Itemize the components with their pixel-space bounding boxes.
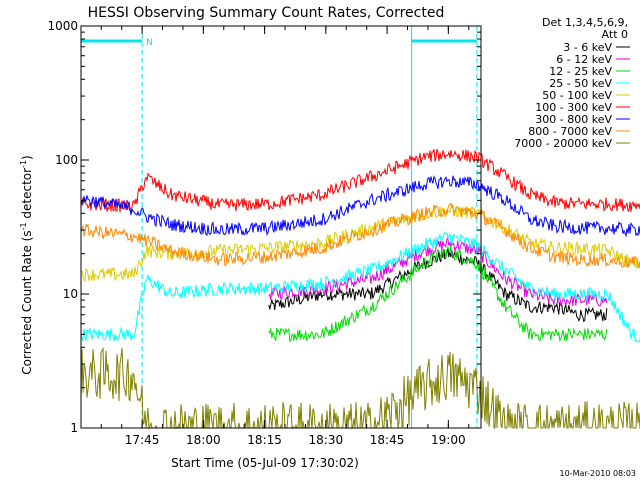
x-tick-label: 19:00 [431, 433, 466, 447]
legend-title-line-1: Det 1,3,4,5,6,9, [542, 16, 628, 29]
series-line-12-25-kev [268, 245, 608, 343]
footer-date: 10-Mar-2010 08:03 [560, 469, 637, 478]
x-axis-label: Start Time (05-Jul-09 17:30:02) [171, 456, 359, 470]
legend-label-25-50-kev: 25 - 50 keV [549, 77, 612, 90]
series-line-300-800-kev [80, 175, 640, 238]
legend-label-7000-20000-kev: 7000 - 20000 keV [514, 137, 612, 150]
y-tick-label: 10 [63, 287, 78, 301]
legend-label-50-100-kev: 50 - 100 keV [542, 89, 612, 102]
series-group [80, 148, 640, 430]
legend-label-12-25-kev: 12 - 25 keV [549, 65, 612, 78]
x-tick-label: 18:15 [247, 433, 282, 447]
y-tick-label: 1 [70, 421, 78, 435]
chart-title: HESSI Observing Summary Count Rates, Cor… [88, 5, 445, 21]
legend-label-3-6-kev: 3 - 6 keV [563, 41, 612, 54]
x-tick-label: 18:00 [186, 433, 221, 447]
legend-label-800-7000-kev: 800 - 7000 keV [528, 125, 612, 138]
x-tick-label: 18:30 [309, 433, 344, 447]
y-tick-label: 100 [55, 153, 78, 167]
series-line-7000-20000-kev [80, 346, 640, 430]
series-line-100-300-kev [80, 148, 640, 213]
axes: 1 10 100 1000 17:45 18:00 18:15 18:30 18:45 19:00 [47, 19, 482, 447]
y-axis-label: Corrected Count Rate (s-1 detector-1) [19, 155, 34, 374]
series-line-6-12-kev [268, 236, 608, 307]
series-line-800-7000-kev [80, 202, 640, 269]
plot-frame [80, 25, 482, 429]
legend-label-300-800-kev: 300 - 800 keV [535, 113, 612, 126]
legend-label-6-12-kev: 6 - 12 keV [556, 53, 612, 66]
y-tick-label: 1000 [47, 19, 78, 33]
night-marker-label: N [146, 38, 153, 48]
x-tick-label: 17:45 [125, 433, 160, 447]
legend-label-100-300-kev: 100 - 300 keV [535, 101, 612, 114]
x-tick-label: 18:45 [370, 433, 405, 447]
legend-title-line-2: Att 0 [602, 28, 628, 41]
series-line-3-6-kev [268, 247, 608, 323]
svg-text:Corrected Count Rate (s-1 dete: Corrected Count Rate (s-1 detector-1) [19, 155, 34, 374]
series-line-25-50-kev [80, 231, 640, 343]
